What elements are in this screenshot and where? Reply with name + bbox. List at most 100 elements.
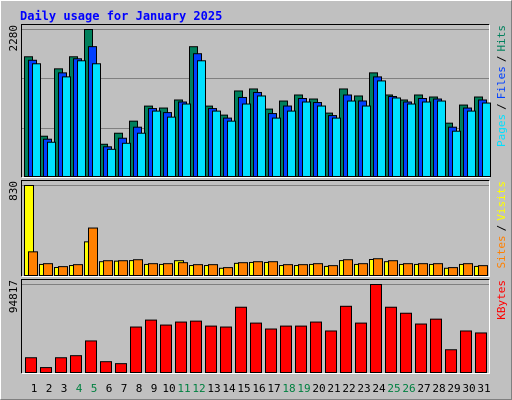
x-tick-label: 15: [237, 382, 250, 395]
x-tick-label: 3: [61, 382, 68, 395]
bar: [448, 267, 458, 276]
x-tick-label: 10: [162, 382, 175, 395]
panel: [21, 180, 490, 276]
bar: [287, 110, 296, 177]
legend-entry: KBytes: [495, 280, 508, 320]
bar: [437, 100, 446, 177]
bar: [265, 328, 277, 373]
bar: [118, 260, 128, 276]
bar: [148, 263, 158, 277]
x-tick-label: 14: [222, 382, 236, 395]
bar: [208, 264, 218, 276]
x-tick-label: 19: [297, 382, 310, 395]
bar: [227, 120, 236, 178]
bar: [92, 63, 101, 178]
bar: [115, 363, 127, 373]
legend: Sites / Visits: [495, 181, 508, 269]
x-tick-label: 31: [477, 382, 490, 395]
legend-entry: Visits: [495, 181, 508, 221]
bar: [377, 80, 386, 177]
bar: [418, 263, 428, 277]
bar: [403, 263, 413, 277]
bar: [238, 262, 248, 277]
x-tick-label: 12: [192, 382, 205, 395]
bar: [467, 110, 476, 177]
bar: [392, 97, 401, 177]
bar: [160, 324, 172, 373]
bar: [433, 263, 443, 277]
chart-title: Daily usage for January 2025: [20, 9, 222, 23]
bar: [178, 262, 188, 277]
panel-border-light: [21, 24, 490, 178]
bar: [175, 321, 187, 374]
bar: [242, 103, 251, 177]
bar: [58, 266, 68, 277]
bar: [343, 259, 353, 277]
bar: [197, 60, 206, 177]
bar: [452, 130, 461, 177]
x-tick-label: 16: [252, 382, 265, 395]
bar: [283, 264, 293, 276]
bar: [415, 323, 427, 374]
x-tick-label: 26: [402, 382, 415, 395]
x-tick-label: 20: [312, 382, 325, 395]
bar: [55, 357, 67, 374]
bar: [103, 260, 113, 276]
bar: [400, 312, 412, 373]
x-tick-label: 5: [91, 382, 98, 395]
bar: [295, 325, 307, 374]
x-tick-label: 2: [46, 382, 53, 395]
bar: [317, 105, 326, 177]
bar: [430, 318, 442, 374]
legend: KBytes: [495, 280, 508, 320]
bar: [212, 110, 221, 177]
bar: [478, 265, 488, 276]
bar: [272, 117, 281, 177]
x-tick-label: 24: [372, 382, 386, 395]
bar: [43, 263, 53, 277]
bar: [28, 251, 38, 277]
bar: [100, 361, 112, 373]
bar: [85, 340, 97, 373]
bar: [145, 319, 157, 373]
bar: [385, 306, 397, 373]
x-tick-label: 23: [357, 382, 370, 395]
x-tick-label: 8: [136, 382, 143, 395]
x-tick-label: 25: [387, 382, 400, 395]
bar: [88, 227, 98, 277]
x-tick-label: 11: [177, 382, 190, 395]
bar: [268, 261, 278, 276]
x-tick-label: 21: [327, 382, 340, 395]
bar: [133, 259, 143, 277]
x-tick-label: 7: [121, 382, 128, 395]
x-tick-label: 18: [282, 382, 295, 395]
bar: [325, 330, 337, 374]
x-tick-label: 4: [76, 382, 83, 395]
bar: [302, 101, 311, 177]
bar: [77, 60, 86, 177]
bar: [70, 355, 82, 374]
bar: [422, 101, 431, 177]
legend-entry: Sites: [495, 235, 508, 268]
bar: [358, 263, 368, 277]
x-tick-label: 30: [462, 382, 475, 395]
panel-border-light: [21, 180, 490, 277]
bar: [193, 264, 203, 276]
panel-border-dark: [21, 24, 490, 178]
bar: [220, 326, 232, 373]
bar: [313, 263, 323, 277]
bar: [182, 103, 191, 177]
bar: [463, 263, 473, 277]
panel-border-dark: [21, 180, 490, 277]
legend-entry: Hits: [495, 25, 508, 52]
x-tick-label: 22: [342, 382, 355, 395]
legend-separator: /: [495, 103, 508, 110]
x-tick-label: 27: [417, 382, 430, 395]
bar: [298, 264, 308, 276]
bar: [332, 117, 341, 177]
panel-border-dark: [21, 279, 490, 374]
bar: [190, 320, 202, 374]
bar: [73, 264, 83, 276]
legend: Pages / Files / Hits: [495, 25, 508, 147]
